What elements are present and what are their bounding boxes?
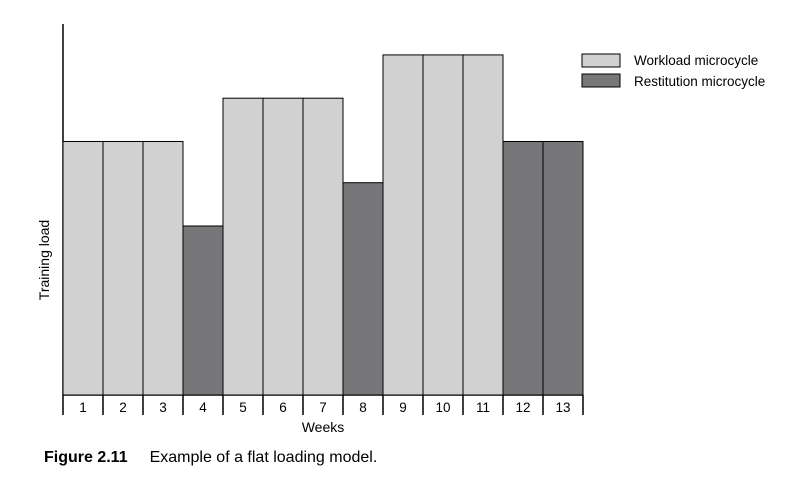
- bar-week-5: [222, 97, 264, 396]
- x-ticks-group: 1 2 3 4 5 6 7 8 9 10 11 12 13: [62, 395, 584, 415]
- bar-week-13: [542, 140, 584, 396]
- bar-week-6: [262, 97, 304, 396]
- bar-week-8: [342, 182, 384, 396]
- x-tick-label-7: 7: [319, 400, 327, 415]
- bar-week-3: [142, 140, 184, 396]
- caption-text: Example of a flat loading model.: [149, 449, 378, 466]
- legend-label-workload: Workload microcycle: [634, 53, 758, 68]
- bar-week-11: [462, 54, 504, 396]
- bar-week-10: [422, 54, 464, 396]
- x-tick-label-9: 9: [399, 400, 407, 415]
- legend-swatch-workload: [581, 53, 621, 68]
- x-tick-label-4: 4: [199, 400, 207, 415]
- x-tick-label-3: 3: [159, 400, 167, 415]
- legend: Workload microcycle Restitution microcyc…: [581, 53, 765, 89]
- bar-week-4: [182, 225, 224, 396]
- bars-group: [62, 54, 584, 396]
- legend-label-restitution: Restitution microcycle: [634, 74, 765, 89]
- x-axis-label: Weeks: [302, 419, 345, 435]
- x-tick-label-2: 2: [119, 400, 127, 415]
- bar-week-9: [382, 54, 424, 396]
- x-tick-label-12: 12: [515, 400, 530, 415]
- x-tick-label-10: 10: [435, 400, 450, 415]
- legend-swatch-restitution: [581, 73, 621, 88]
- bar-week-1: [62, 140, 104, 396]
- bar-week-7: [302, 97, 344, 396]
- x-tick-label-8: 8: [359, 400, 367, 415]
- bar-week-2: [102, 140, 144, 396]
- x-tick-label-6: 6: [279, 400, 287, 415]
- bar-week-12: [502, 140, 544, 396]
- figure-caption: Figure 2.11 Example of a flat loading mod…: [44, 449, 377, 467]
- bar-chart: 1 2 3 4 5 6 7 8 9 10 11 12 13 Weeks Training load Wo…: [36, 24, 765, 435]
- x-tick-label-11: 11: [476, 400, 490, 415]
- x-tick-label-1: 1: [79, 400, 87, 415]
- caption-figure-number: Figure 2.11: [44, 449, 128, 466]
- x-tick-label-5: 5: [239, 400, 247, 415]
- x-tick-label-13: 13: [555, 400, 570, 415]
- y-axis-label: Training load: [36, 220, 52, 300]
